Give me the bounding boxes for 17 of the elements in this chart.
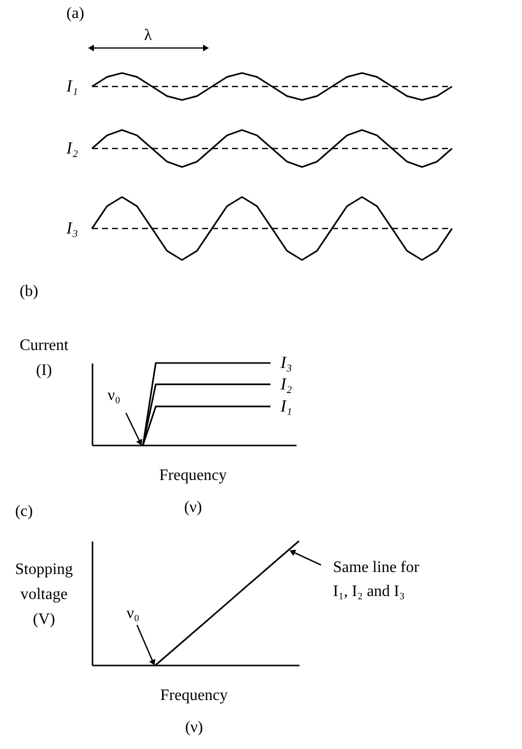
text: λ xyxy=(144,27,152,44)
annotation: ν₀ xyxy=(108,387,120,404)
x-axis-title: Frequency (ν) xyxy=(160,687,228,736)
series-label: I₁ xyxy=(280,396,292,416)
y-axis-title: Current (I) xyxy=(20,337,69,379)
series-label: I₂ xyxy=(280,374,292,394)
series-label: I₂ xyxy=(65,138,78,158)
chart-title: (b) xyxy=(20,283,38,300)
chart-title: (a) xyxy=(66,5,84,22)
series-label: I₃ xyxy=(280,353,292,372)
text: Same line for I₁, I₂ and I₃ xyxy=(333,559,420,600)
series-label: I₁ xyxy=(65,76,78,96)
chart-title: (c) xyxy=(15,503,33,520)
annotation: ν₀ xyxy=(126,605,140,622)
series-label: I₃ xyxy=(65,218,78,238)
y-axis-title: Stopping voltage (V) xyxy=(15,561,73,628)
x-axis-title: Frequency (ν) xyxy=(159,467,227,516)
